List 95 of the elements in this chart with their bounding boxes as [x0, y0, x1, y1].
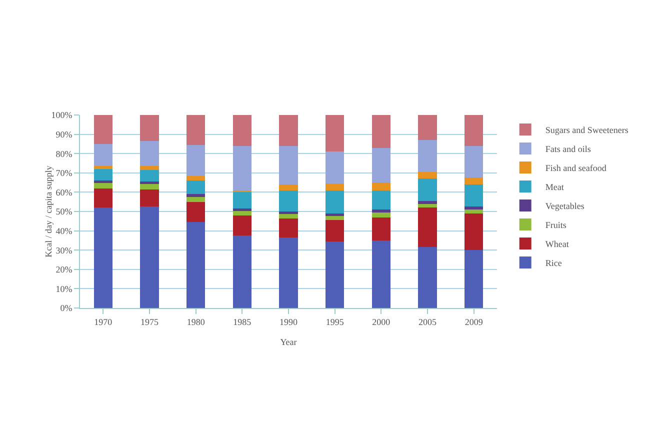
x-tick-label: 1975	[140, 316, 159, 327]
bar	[372, 148, 390, 183]
legend-label: Fats and oils	[545, 144, 592, 154]
bar	[372, 190, 390, 210]
bar	[464, 206, 484, 210]
bar	[94, 144, 112, 166]
bar	[372, 217, 390, 240]
bar	[186, 144, 206, 176]
bar	[232, 146, 252, 190]
x-tick-label: 2009	[464, 316, 484, 327]
bar	[232, 210, 252, 216]
legend-label: Wheat	[545, 239, 570, 250]
bar	[326, 220, 344, 242]
x-tick-label: 1985	[233, 316, 252, 327]
x-tick-label: 2000	[372, 316, 391, 327]
bar	[418, 200, 437, 204]
y-tick-label: 80%	[56, 148, 73, 159]
bar	[326, 184, 344, 190]
bar	[418, 208, 437, 248]
bar	[279, 146, 298, 184]
bar	[186, 202, 206, 222]
y-tick-label: 20%	[56, 264, 73, 275]
bar	[418, 172, 437, 179]
bar	[186, 180, 206, 194]
bar	[372, 212, 390, 218]
x-tick-label: 1970	[94, 316, 113, 327]
bar	[140, 166, 159, 170]
bar	[279, 213, 298, 218]
bar	[94, 182, 112, 188]
bar	[326, 190, 344, 214]
y-tick-label: 0%	[60, 303, 73, 314]
bar	[186, 194, 206, 197]
legend-label: Vegetables	[545, 201, 585, 212]
bar	[464, 146, 484, 178]
legend-label: Meat	[545, 182, 564, 192]
bar	[94, 169, 112, 181]
y-tick-label: 100%	[51, 110, 73, 120]
bar	[279, 184, 298, 190]
bar	[464, 115, 484, 146]
bar	[140, 184, 159, 190]
bar	[464, 250, 484, 308]
y-tick-label: 60%	[56, 187, 73, 198]
bar	[140, 141, 159, 166]
bar	[464, 184, 484, 207]
bar	[326, 213, 344, 216]
bar	[326, 241, 344, 308]
bar	[418, 178, 437, 201]
bar	[186, 115, 206, 145]
bar	[418, 115, 437, 140]
bar	[186, 176, 206, 181]
bar	[186, 222, 206, 308]
bar	[94, 208, 112, 308]
x-tick-label: 1980	[186, 316, 206, 327]
bar	[232, 115, 252, 146]
bar	[279, 218, 298, 238]
bar	[140, 189, 159, 207]
x-tick-label: 2005	[418, 316, 437, 327]
bar	[232, 191, 252, 209]
y-tick-label: 10%	[56, 284, 73, 294]
y-tick-label: 90%	[56, 129, 73, 140]
bar	[464, 178, 484, 184]
legend-label: Fish and seafood	[545, 163, 607, 174]
bar	[372, 115, 390, 148]
bar	[94, 115, 112, 144]
bar	[418, 204, 437, 208]
bar	[279, 115, 298, 146]
bar	[464, 210, 484, 214]
bar	[326, 152, 344, 184]
bar	[418, 140, 437, 172]
legend-label: Sugars and Sweeteners	[545, 125, 629, 136]
bar	[140, 206, 159, 308]
bar	[94, 188, 112, 208]
bar	[140, 115, 159, 142]
y-tick-label: 50%	[56, 206, 73, 217]
x-tick-label: 1990	[280, 316, 298, 327]
x-axis-title: Year	[280, 337, 297, 347]
bar	[94, 166, 112, 170]
bar	[372, 210, 390, 212]
bar	[232, 236, 252, 308]
bar	[279, 190, 298, 212]
bar	[418, 247, 437, 308]
bar	[232, 215, 252, 236]
bar	[140, 170, 159, 182]
bar	[326, 115, 344, 152]
bar	[372, 182, 390, 190]
y-tick-label: 40%	[56, 226, 73, 236]
x-tick-label: 1995	[326, 316, 344, 327]
bar	[279, 238, 298, 308]
legend-label: Rice	[545, 258, 562, 268]
bar	[464, 213, 484, 250]
y-axis-title: Kcal / day / capita supply	[44, 165, 54, 258]
bar	[372, 240, 390, 308]
y-tick-label: 30%	[56, 245, 73, 256]
legend-label: Fruits	[545, 220, 567, 230]
y-tick-label: 70%	[56, 168, 73, 178]
